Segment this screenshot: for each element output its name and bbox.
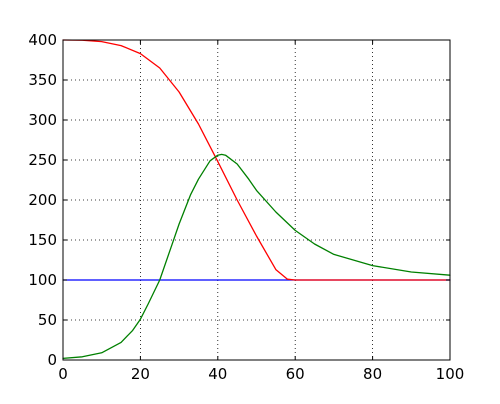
tick-labels: 0 20 40 60 80 100 0 50 100 150 200 250 300 350 400 xyxy=(28,31,464,383)
y-tick-label: 50 xyxy=(38,311,57,329)
y-tick-label: 0 xyxy=(47,351,57,369)
plot-frame xyxy=(62,39,451,361)
x-tick-label: 40 xyxy=(208,365,227,383)
y-tick-label: 300 xyxy=(28,111,57,129)
x-tick-label: 100 xyxy=(436,365,465,383)
y-tick-label: 100 xyxy=(28,271,57,289)
y-tick-label: 400 xyxy=(28,31,57,49)
grid-lines xyxy=(63,40,450,360)
y-tick-label: 200 xyxy=(28,191,57,209)
y-tick-label: 250 xyxy=(28,151,57,169)
plot-series xyxy=(62,39,451,360)
x-tick-label: 0 xyxy=(58,365,68,383)
x-tick-label: 60 xyxy=(286,365,305,383)
y-tick-label: 150 xyxy=(28,231,57,249)
y-tick-label: 350 xyxy=(28,71,57,89)
x-tick-label: 20 xyxy=(131,365,150,383)
series-line-1 xyxy=(62,39,451,281)
series-line-2 xyxy=(62,153,451,360)
x-tick-label: 80 xyxy=(363,365,382,383)
